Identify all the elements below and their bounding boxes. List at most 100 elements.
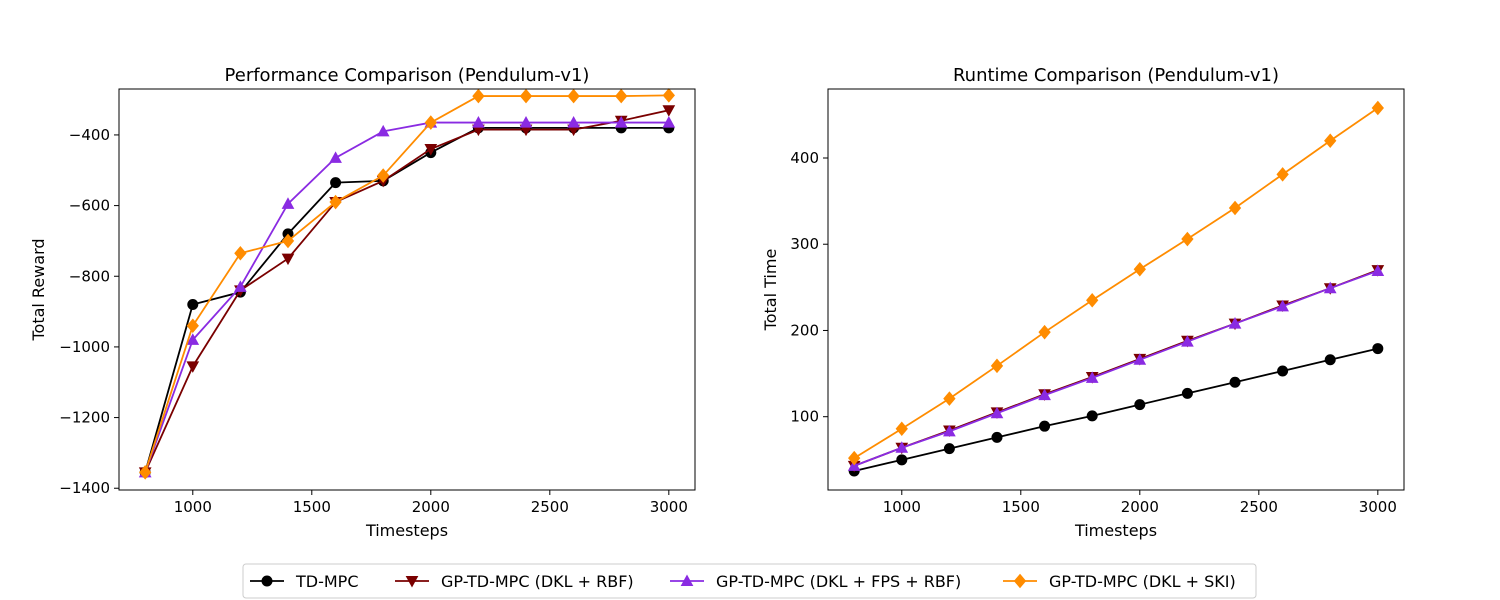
x-tick-label: 2000	[1121, 498, 1159, 516]
data-point	[896, 454, 908, 466]
x-tick-label: 3000	[1359, 498, 1397, 516]
x-tick-label: 2500	[531, 498, 569, 516]
data-point	[472, 116, 485, 128]
y-tick-label: 400	[790, 149, 819, 167]
data-point	[1276, 299, 1289, 312]
y-tick-label: −1400	[59, 479, 110, 497]
y-axis-label: Total Reward	[29, 238, 48, 341]
data-point	[990, 358, 1004, 374]
data-point	[662, 105, 676, 117]
data-point	[186, 333, 200, 345]
x-tick-label: 1000	[174, 498, 212, 516]
data-point	[1276, 167, 1289, 182]
performance-chart: Performance Comparison (Pendulum-v1) 1000…	[29, 65, 696, 540]
y-tick-label: −1200	[59, 409, 110, 427]
y-tick-label: −1000	[59, 338, 110, 356]
legend-label: TD-MPC	[295, 572, 359, 591]
data-point	[187, 299, 199, 311]
data-point	[943, 443, 955, 455]
series-line	[853, 270, 1379, 467]
data-point	[1277, 365, 1289, 377]
data-point	[1133, 261, 1146, 277]
legend: TD-MPC GP-TD-MPC (DKL + RBF) GP-TD-MPC (DK…	[242, 563, 1257, 599]
data-point	[424, 144, 438, 156]
data-point	[281, 233, 295, 249]
x-tick-label: 2500	[1240, 498, 1278, 516]
data-point	[1181, 335, 1194, 347]
legend-label: GP-TD-MPC (DKL + SKI)	[1049, 572, 1236, 591]
data-point	[472, 88, 485, 104]
data-point	[1229, 376, 1241, 388]
runtime-chart: Runtime Comparison (Pendulum-v1) 1000 1500…	[761, 65, 1405, 540]
legend-box	[242, 563, 1257, 599]
series-line	[144, 121, 669, 473]
data-point	[424, 115, 437, 130]
y-tick-label: −600	[69, 197, 110, 215]
x-axis-label: Timesteps	[365, 521, 448, 540]
data-point	[614, 116, 628, 128]
series-line	[853, 347, 1379, 472]
data-point	[1038, 388, 1051, 401]
data-point	[895, 441, 909, 453]
data-point	[281, 253, 295, 266]
data-point	[567, 88, 580, 104]
data-point	[991, 431, 1003, 443]
data-point	[1372, 343, 1384, 355]
data-point	[1324, 354, 1336, 366]
data-point	[1371, 100, 1384, 116]
series-line	[144, 109, 670, 473]
data-point	[943, 391, 956, 406]
legend-marker	[1013, 573, 1027, 589]
data-point	[1085, 371, 1099, 383]
data-point	[1181, 387, 1193, 399]
data-point	[519, 116, 533, 128]
plot-frame	[827, 88, 1405, 491]
data-point	[990, 406, 1004, 419]
data-point	[1228, 317, 1242, 329]
legend-marker	[405, 576, 419, 588]
data-point	[376, 124, 390, 137]
legend-marker	[680, 574, 694, 586]
plot-frame	[118, 88, 696, 491]
data-point	[848, 450, 861, 466]
chart-title: Performance Comparison (Pendulum-v1)	[225, 65, 590, 86]
x-tick-label: 3000	[650, 498, 688, 516]
chart-title: Runtime Comparison (Pendulum-v1)	[953, 65, 1279, 86]
y-tick-label: −400	[69, 126, 110, 144]
data-point	[1228, 200, 1242, 216]
x-tick-label: 2000	[412, 498, 450, 516]
data-point	[1134, 399, 1146, 411]
y-axis-label: Total Time	[761, 249, 780, 332]
legend-label: GP-TD-MPC (DKL + FPS + RBF)	[716, 572, 961, 591]
data-point	[1181, 231, 1194, 247]
data-point	[1323, 281, 1337, 294]
x-tick-label: 1500	[1002, 498, 1040, 516]
data-point	[186, 361, 200, 373]
data-point	[234, 280, 247, 292]
data-point	[329, 194, 342, 210]
data-point	[1038, 324, 1051, 340]
data-point	[567, 116, 580, 128]
data-point	[186, 318, 199, 333]
x-tick-label: 1500	[293, 498, 331, 516]
data-point	[895, 421, 908, 437]
y-tick-label: −800	[69, 267, 110, 285]
x-axis-label: Timesteps	[1074, 521, 1157, 540]
data-point	[1086, 293, 1099, 308]
data-point	[377, 168, 390, 183]
data-point	[1324, 133, 1337, 149]
series-line	[144, 94, 669, 473]
data-point	[1133, 353, 1147, 365]
data-point	[943, 424, 956, 437]
data-point	[329, 151, 342, 163]
y-tick-label: 100	[790, 408, 819, 426]
series-line	[853, 107, 1379, 459]
data-point	[139, 465, 152, 480]
y-tick-label: 200	[790, 321, 819, 339]
series-line	[144, 126, 669, 473]
data-point	[615, 88, 628, 104]
data-point	[662, 116, 676, 128]
data-point	[662, 88, 675, 103]
legend-marker	[261, 575, 273, 587]
